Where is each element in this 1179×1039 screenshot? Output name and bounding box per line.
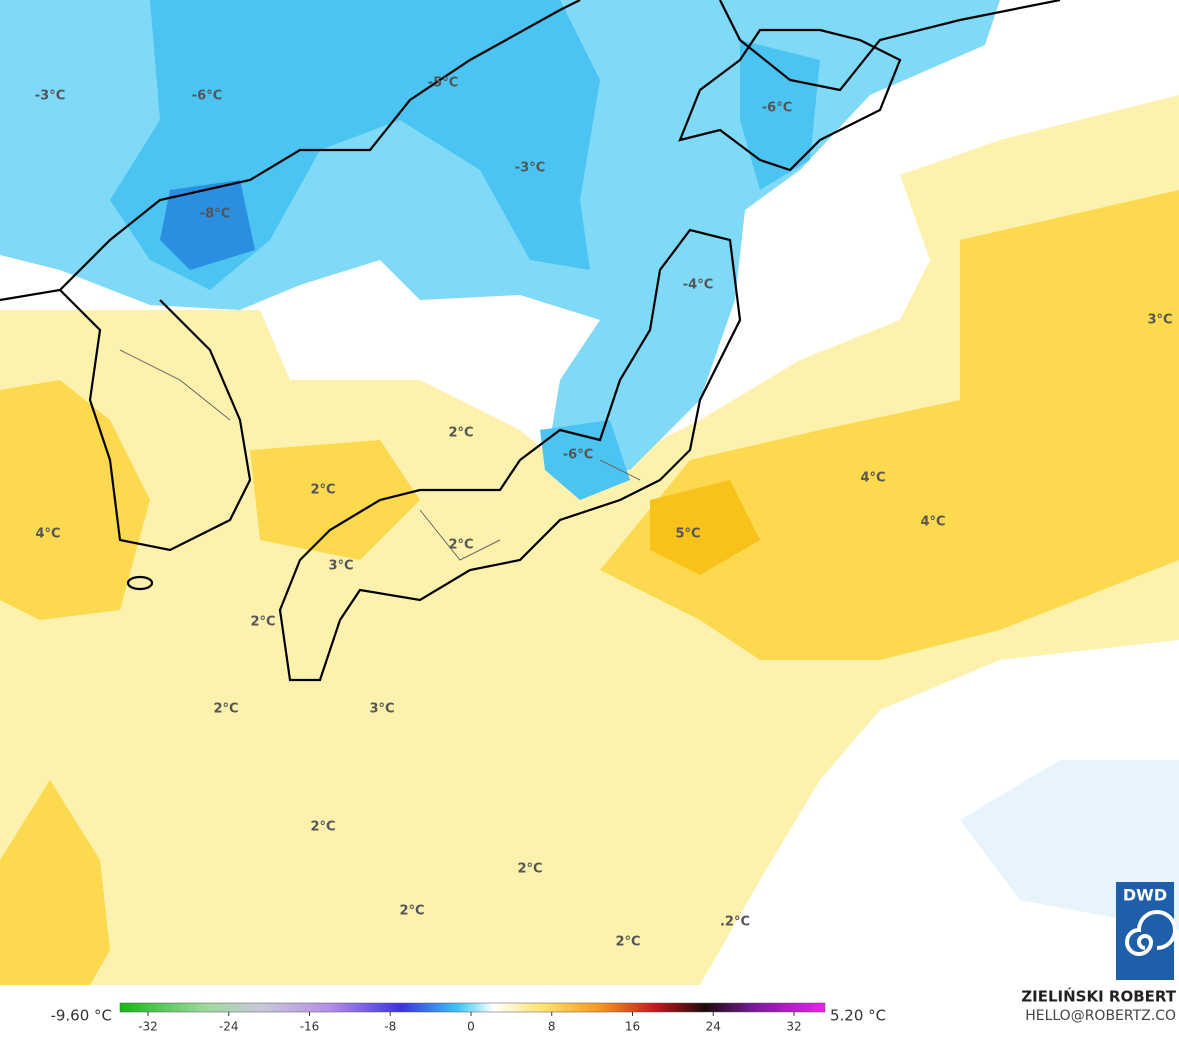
island (126, 575, 154, 591)
map-label: 2°C (213, 702, 238, 717)
logo-text: DWD (1123, 886, 1167, 905)
map-label: 4°C (920, 515, 945, 530)
map-label: -6°C (563, 448, 593, 463)
map-label: 2°C (448, 426, 473, 441)
map-area (0, 0, 1179, 985)
cold-field (540, 420, 630, 500)
map-label: 2°C (310, 483, 335, 498)
map-label: 5°C (675, 527, 700, 542)
author-name: ZIELIŃSKI ROBERT (1021, 987, 1176, 1006)
map-labels: -3°C -6°C -5°C -6°C -3°C -8°C -4°C 3°C 2°C -6°C 2°… (35, 76, 1173, 950)
coastline (278, 228, 742, 682)
min-value: -9.60 °C (50, 1007, 112, 1025)
map-label: 2°C (399, 904, 424, 919)
colorbar-tick-label: 32 (786, 1020, 801, 1034)
map-label: 4°C (35, 527, 60, 542)
map-label: 3°C (369, 702, 394, 717)
map-label: -3°C (515, 161, 545, 176)
colorbar: -9.60 °C 5.20 °C -32 -24 -16 -8 0 8 16 24 32 (50, 1002, 886, 1034)
warm-field (0, 380, 150, 620)
map-label: -4°C (683, 278, 713, 293)
map-label: 3°C (1147, 313, 1172, 328)
map-label: -6°C (762, 101, 792, 116)
map-label: 2°C (517, 862, 542, 877)
hot-field (650, 480, 760, 575)
author-contact: HELLO@ROBERTZ.CO (1025, 1008, 1176, 1024)
colorbar-tick-label: 0 (467, 1020, 475, 1034)
cold-field (160, 180, 255, 270)
coastline (0, 0, 581, 302)
warm-field (0, 780, 110, 985)
logo-spiral (1125, 910, 1177, 956)
coastline (59, 289, 252, 552)
colorbar-tick-label: -8 (384, 1020, 396, 1034)
warm-field (250, 440, 420, 560)
colorbar-tick-label: 16 (625, 1020, 640, 1034)
colorbar-ticks: -32 -24 -16 -8 0 8 16 24 32 (138, 1012, 802, 1034)
max-value: 5.20 °C (830, 1007, 886, 1025)
map-label: -6°C (192, 89, 222, 104)
dwd-logo: DWD (1116, 882, 1177, 980)
colorbar-tick-label: 8 (548, 1020, 556, 1034)
map-label: .2°C (720, 915, 750, 930)
colorbar-tick-label: -16 (300, 1020, 320, 1034)
map-label: -3°C (35, 89, 65, 104)
colorbar-ramp (119, 1002, 826, 1013)
coastline (678, 28, 902, 172)
map-label: 2°C (250, 615, 275, 630)
map-label: 3°C (328, 559, 353, 574)
cold-field (740, 40, 820, 190)
map-label: 2°C (310, 820, 335, 835)
logo-box (1116, 882, 1174, 980)
map-label: -8°C (200, 207, 230, 222)
coastline (719, 0, 1061, 92)
map-label: 2°C (615, 935, 640, 950)
colorbar-tick-label: 24 (706, 1020, 721, 1034)
map-label: 4°C (860, 471, 885, 486)
border (119, 349, 641, 561)
map-label: -5°C (428, 76, 458, 91)
colorbar-tick-label: -32 (138, 1020, 158, 1034)
colorbar-tick-label: -24 (219, 1020, 239, 1034)
map-label: 2°C (448, 538, 473, 553)
